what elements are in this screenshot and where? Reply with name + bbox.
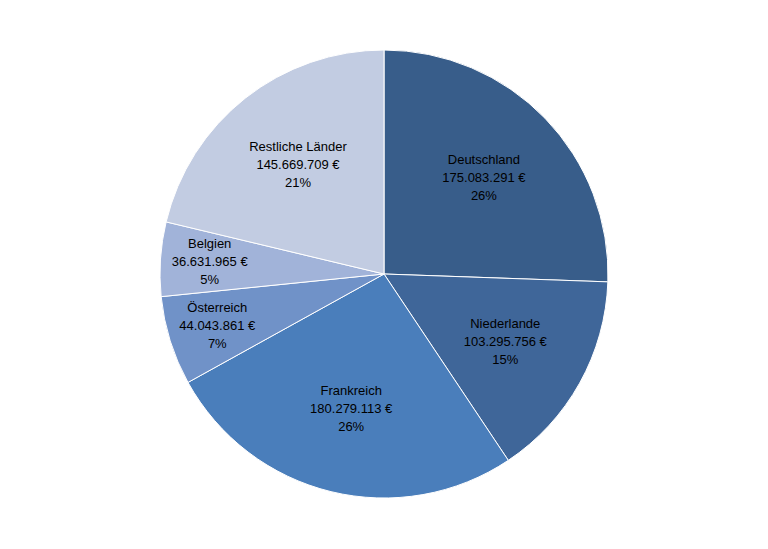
data-label: Österreich 44.043.861 € 7% bbox=[179, 300, 256, 351]
chart-svg: Deutschland 175.083.291 € 26% Niederlande 10… bbox=[0, 0, 768, 549]
slice-name: Deutschland bbox=[448, 152, 520, 167]
slice-name: Frankreich bbox=[320, 383, 381, 398]
percentage-label: 5% bbox=[200, 272, 219, 287]
data-label: Belgien 36.631.965 € 5% bbox=[172, 236, 249, 287]
value-label: 145.669.709 € bbox=[256, 157, 340, 172]
data-label: Frankreich 180.279.113 € 26% bbox=[310, 383, 393, 434]
data-label: Restliche Länder 145.669.709 € 21% bbox=[249, 139, 347, 190]
value-label: 180.279.113 € bbox=[310, 401, 393, 416]
data-label: Niederlande 103.295.756 € 15% bbox=[464, 316, 548, 367]
value-label: 175.083.291 € bbox=[442, 170, 526, 185]
chart-container: Deutschland 175.083.291 € 26% Niederlande 10… bbox=[0, 0, 768, 549]
percentage-label: 26% bbox=[471, 188, 497, 203]
slice-name: Belgien bbox=[188, 236, 231, 251]
slices bbox=[160, 50, 608, 498]
percentage-label: 7% bbox=[208, 336, 227, 351]
data-label: Deutschland 175.083.291 € 26% bbox=[442, 152, 526, 203]
value-label: 36.631.965 € bbox=[172, 254, 249, 269]
value-label: 44.043.861 € bbox=[179, 318, 256, 333]
slice-name: Restliche Länder bbox=[249, 139, 347, 154]
percentage-label: 26% bbox=[338, 419, 364, 434]
slice bbox=[166, 50, 384, 274]
slice-name: Niederlande bbox=[470, 316, 540, 331]
pie: Deutschland 175.083.291 € 26% Niederlande 10… bbox=[160, 50, 608, 498]
percentage-label: 21% bbox=[285, 175, 311, 190]
slice bbox=[384, 50, 608, 282]
value-label: 103.295.756 € bbox=[464, 334, 548, 349]
data-labels: Deutschland 175.083.291 € 26% Niederlande 10… bbox=[172, 139, 548, 434]
percentage-label: 15% bbox=[492, 352, 518, 367]
slice bbox=[188, 274, 508, 498]
slice-name: Österreich bbox=[187, 300, 247, 315]
